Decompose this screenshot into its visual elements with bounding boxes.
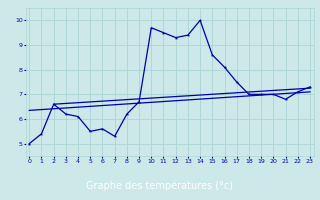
Text: Graphe des températures (°c): Graphe des températures (°c) xyxy=(86,181,234,191)
